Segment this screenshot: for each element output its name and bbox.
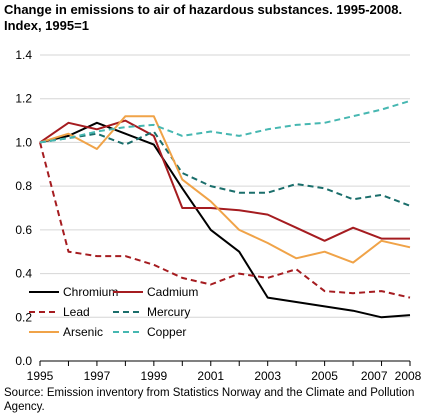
legend-label-lead: Lead	[63, 305, 90, 319]
emissions-line-chart: 0.0 0.2 0.4 0.6 0.8 1.0 1.2 1.4 1995 1997 1999 2001…	[15, 48, 422, 383]
y-tick-label: 0.8	[15, 179, 32, 193]
series-line-arsenic	[39, 115, 411, 264]
chart-title-line-2: Index, 1995=1	[4, 18, 89, 33]
legend-label-copper: Copper	[147, 325, 186, 339]
x-tick-label: 2003	[254, 369, 281, 383]
x-tick-label: 1997	[84, 369, 111, 383]
chart-title-line-1: Change in emissions to air of hazardous …	[4, 2, 403, 17]
series-line-lead	[39, 142, 411, 299]
y-tick-label: 1.0	[15, 135, 32, 149]
x-tick-label: 2001	[197, 369, 224, 383]
chart-title: Change in emissions to air of hazardous …	[4, 2, 428, 34]
x-tick-label: 1995	[27, 369, 54, 383]
x-tick-label: 2007	[361, 369, 388, 383]
y-tick-label: 1.2	[15, 92, 32, 106]
y-tick-label: 1.4	[15, 48, 32, 62]
legend-label-mercury: Mercury	[147, 305, 190, 319]
y-tick-label: 0.0	[15, 354, 32, 368]
series-line-mercury	[39, 130, 411, 207]
x-tick-label: 1999	[140, 369, 167, 383]
x-tick-label: 2008	[395, 369, 422, 383]
series-line-chromium	[39, 121, 411, 319]
source-note: Source: Emission inventory from Statisti…	[4, 387, 415, 413]
legend-label-chromium: Chromium	[63, 285, 118, 299]
series-line-copper	[39, 99, 411, 144]
x-tick-label: 2005	[311, 369, 338, 383]
legend-label-cadmium: Cadmium	[147, 285, 198, 299]
y-tick-label: 0.4	[15, 267, 32, 281]
series-line-cadmium	[39, 119, 410, 242]
y-tick-label: 0.6	[15, 223, 32, 237]
legend-label-arsenic: Arsenic	[63, 325, 103, 339]
legend: Chromium Cadmium Lead Mercury Arsenic Copper	[29, 285, 198, 339]
y-tick-label: 0.2	[15, 310, 32, 324]
